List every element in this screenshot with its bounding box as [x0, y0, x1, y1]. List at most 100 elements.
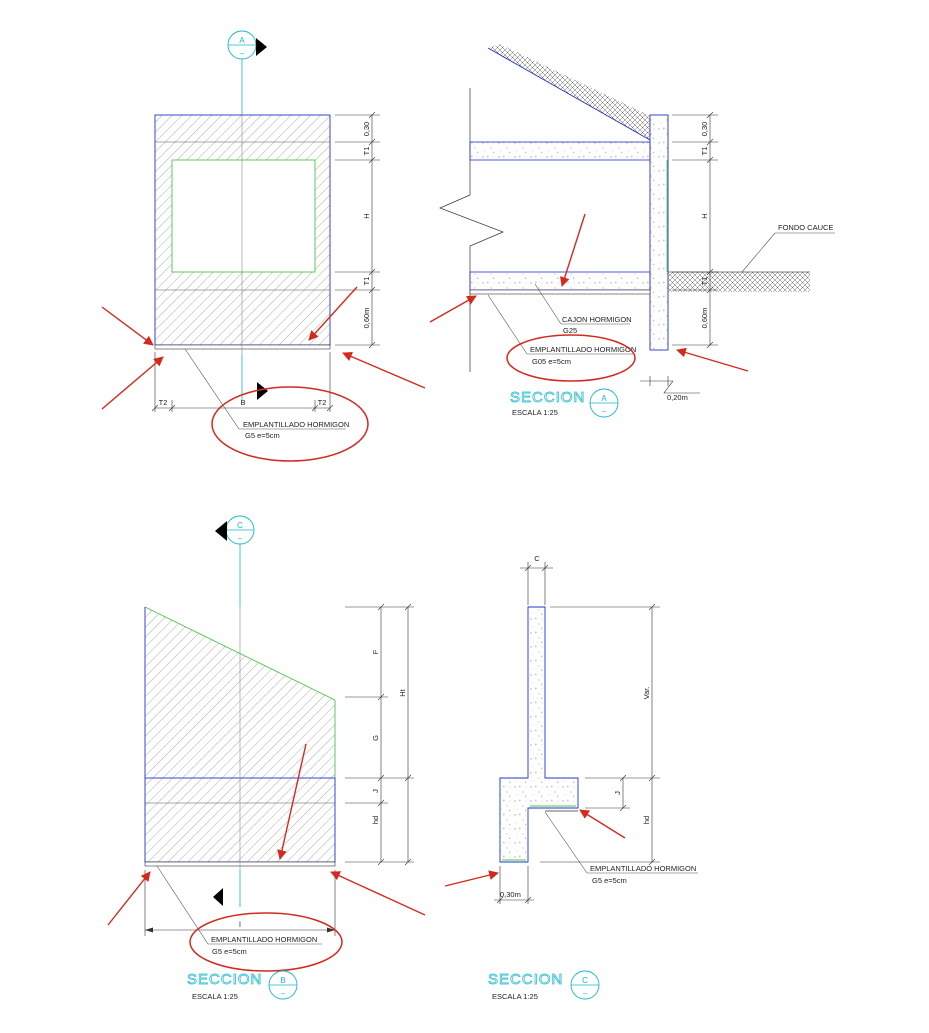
marker-sub: – — [583, 989, 588, 998]
red-arrow-icon — [342, 351, 426, 389]
red-arrow-icon — [308, 286, 358, 341]
lean-concrete-base — [154, 344, 331, 350]
dim-hd: hd — [371, 816, 380, 824]
dim-t2-left: T2 — [159, 398, 168, 407]
leader-line — [184, 348, 240, 430]
note-line2: G05 e=5cm — [532, 357, 571, 366]
dim-ht: Ht — [398, 688, 407, 696]
bottom-slab — [469, 271, 651, 291]
vertical-dimension: F G J hd Ht — [345, 603, 414, 866]
dim-top: 0,30 — [362, 122, 371, 137]
note-line1: EMPLANTILLADO HORMIGON — [590, 864, 696, 873]
vertical-dimension: Var. J hd — [540, 603, 660, 866]
note-line1: EMPLANTILLADO HORMIGON — [243, 420, 349, 429]
note-line1: EMPLANTILLADO HORMIGON — [530, 345, 636, 354]
marker-sub: – — [240, 49, 245, 58]
dim-j: J — [371, 789, 380, 793]
box-note-line2: G25 — [563, 326, 577, 335]
base-dim-label: 0,30m — [500, 890, 521, 899]
wall-thickness-dim: 0,20m — [640, 376, 700, 402]
marker-sub: – — [602, 407, 607, 416]
red-arrow-icon — [101, 306, 154, 346]
marker-letter: C — [582, 976, 588, 985]
ground-note: FONDO CAUCE — [741, 223, 835, 273]
view-direction-arrow-icon — [256, 38, 267, 56]
dim-g: G — [371, 735, 380, 741]
dim-var: Var. — [642, 687, 651, 700]
marker-letter: A — [601, 394, 607, 403]
base-note: EMPLANTILLADO HORMIGON G05 e=5cm — [487, 294, 636, 382]
dim-t1-bottom: T1 — [700, 277, 709, 286]
side-wall — [649, 114, 669, 351]
section-view-b: C – F G J hd Ht l — [144, 515, 414, 1001]
marker-sub: – — [281, 989, 286, 998]
highlight-ellipse — [189, 912, 343, 972]
section-view-a: 0,30 T1 H T1 0,60m FONDO CAUCE CAJON HOR… — [439, 44, 835, 418]
base-note: EMPLANTILLADO HORMIGON G5 e=5cm — [156, 865, 343, 972]
top-slab — [469, 141, 651, 161]
dim-length: l — [239, 920, 241, 929]
view-direction-arrow-icon — [215, 521, 227, 541]
lean-concrete-base — [469, 289, 651, 295]
red-arrow-icon — [101, 356, 164, 410]
section-scale: ESCALA 1:25 — [492, 992, 538, 1001]
section-marker-a: A – — [227, 30, 267, 60]
note-line2: G5 e=5cm — [592, 876, 627, 885]
ground-hatch — [668, 272, 810, 292]
red-arrow-icon — [579, 809, 626, 839]
vertical-dimension: 0,30 T1 H T1 0,60m — [672, 111, 718, 349]
dim-j: J — [613, 791, 622, 795]
red-arrow-icon — [330, 871, 426, 916]
break-line — [439, 88, 504, 372]
dim-base: 0,60m — [700, 308, 709, 329]
dim-h: H — [700, 213, 709, 218]
view-direction-arrow-icon — [213, 888, 223, 906]
note-line2: G5 e=5cm — [245, 431, 280, 440]
horizontal-dimension: T2 B T2 — [151, 352, 334, 412]
red-arrow-icon — [444, 870, 499, 887]
marker-letter: A — [239, 36, 245, 45]
leader-line — [544, 811, 588, 874]
dim-hd: hd — [642, 816, 651, 824]
sloped-fill-hatch — [488, 44, 650, 140]
section-title-a: SECCION A – ESCALA 1:25 — [510, 388, 619, 418]
red-arrow-icon — [107, 871, 151, 926]
slope-line — [487, 47, 651, 141]
dim-h: H — [362, 213, 371, 218]
marker-sub: – — [238, 534, 243, 543]
section-title: SECCION — [488, 971, 563, 988]
red-arrow-icon — [429, 295, 477, 323]
section-marker-c: C – — [215, 515, 255, 545]
annotation-arrows — [101, 213, 749, 926]
dim-t1-bottom: T1 — [362, 277, 371, 286]
highlight-ellipse — [506, 334, 636, 382]
stem-width-dim: C — [520, 554, 553, 605]
box-note: CAJON HORMIGON G25 — [534, 283, 632, 335]
red-arrow-icon — [560, 213, 586, 287]
box-note-line1: CAJON HORMIGON — [562, 315, 632, 324]
note-line1: EMPLANTILLADO HORMIGON — [211, 935, 317, 944]
dim-t2-right: T2 — [318, 398, 327, 407]
highlight-ellipse — [211, 386, 369, 462]
section-scale: ESCALA 1:25 — [512, 408, 558, 417]
section-view-c: C Var. J hd EMPLANTILLADO HORMIGON G5 e=… — [488, 554, 698, 1001]
leader-line — [156, 865, 209, 945]
stem-dim-label: C — [534, 554, 540, 563]
section-title-b: SECCION B – ESCALA 1:25 — [187, 970, 298, 1001]
section-title: SECCION — [187, 971, 262, 988]
dim-top: 0,30 — [700, 122, 709, 137]
wall-section-concrete — [499, 606, 579, 863]
base-width-dim: 0,30m — [494, 866, 534, 904]
red-arrow-icon — [676, 347, 749, 372]
leader-line — [487, 294, 528, 355]
red-arrow-icon — [277, 743, 307, 860]
section-title: SECCION — [510, 389, 585, 406]
dim-base: 0,60m — [362, 308, 371, 329]
view-direction-arrow-icon — [257, 382, 268, 400]
base-note: EMPLANTILLADO HORMIGON G5 e=5cm — [544, 811, 698, 885]
inner-opening — [171, 159, 316, 273]
vertical-dimension: 0,30 T1 H T1 0,60m — [335, 111, 380, 349]
dim-f: F — [371, 649, 380, 654]
dim-b: B — [240, 398, 245, 407]
